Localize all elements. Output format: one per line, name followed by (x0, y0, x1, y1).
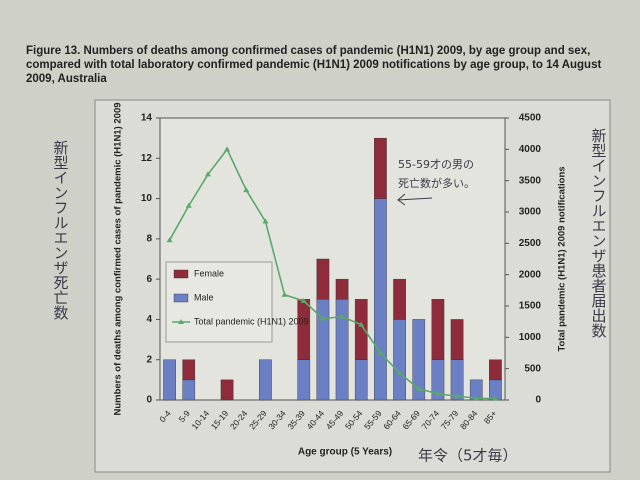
annotation: 55-59才の男の (398, 157, 474, 171)
legend-label: Total pandemic (H1N1) 2009 (194, 316, 309, 326)
y2-tick-label: 500 (524, 363, 541, 374)
bar (354, 359, 368, 401)
y-tick-label: 12 (141, 153, 153, 164)
y-tick-label: 10 (141, 193, 153, 204)
y-tick-label: 0 (146, 395, 152, 406)
line-marker (415, 385, 422, 391)
bar (220, 379, 234, 401)
x-axis-label: Age group (5 Years) (298, 447, 392, 458)
line-marker (454, 393, 461, 399)
line-marker (166, 237, 173, 243)
line-marker (319, 315, 326, 321)
y2-tick-label: 4500 (519, 113, 542, 124)
legend-swatch (173, 269, 189, 279)
line-marker (185, 202, 192, 208)
bar (182, 379, 196, 401)
legend-swatch (178, 319, 184, 324)
y-tick-label: 4 (146, 314, 152, 325)
y2-tick-label: 2000 (519, 269, 542, 280)
legend-label: Male (194, 292, 214, 302)
y-tick-label: 6 (146, 274, 152, 285)
y2-tick-label: 0 (535, 395, 541, 406)
annotation: 年令（5才毎） (418, 447, 518, 465)
legend-label: Female (194, 268, 224, 278)
line-marker (492, 395, 499, 401)
line-marker (224, 146, 231, 152)
annotation: 新型インフルエンザ患者届出数 (590, 128, 608, 338)
y2-tick-label: 1500 (519, 301, 542, 312)
line-marker (300, 297, 307, 303)
bar (259, 359, 272, 401)
bar (354, 299, 368, 360)
bar (393, 319, 406, 401)
chart-title: Figure 13. Numbers of deaths among confi… (26, 45, 602, 85)
bar (335, 278, 349, 300)
line (168, 147, 496, 400)
bar (412, 319, 426, 401)
bar (297, 299, 311, 360)
y2-tick-label: 3500 (519, 175, 542, 186)
line-marker (262, 218, 269, 224)
y2-tick-label: 3000 (519, 207, 542, 218)
y-tick-label: 14 (141, 113, 153, 124)
bar (182, 359, 196, 381)
annotation: 死亡数が多い。 (398, 176, 475, 190)
line-marker (473, 395, 480, 401)
y2-tick-label: 4000 (519, 144, 542, 155)
y2-axis-label: Total pandemic (H1N1) 2009 notifications (557, 166, 568, 351)
bar (163, 359, 176, 401)
bar (489, 359, 502, 381)
bar (431, 299, 445, 360)
annotation: 新型インフルエンザ死亡数 (52, 140, 70, 320)
y2-tick-label: 2500 (519, 238, 542, 249)
bar (374, 137, 387, 199)
line-marker (358, 321, 365, 327)
line-marker (281, 291, 288, 297)
bar (374, 198, 387, 401)
line-marker (243, 187, 250, 193)
legend-swatch (173, 293, 189, 303)
line-marker (204, 171, 211, 177)
bar (450, 319, 464, 360)
plot-area (159, 117, 506, 401)
y-tick-label: 8 (146, 233, 152, 244)
y2-tick-label: 1000 (519, 332, 542, 343)
line-marker (377, 350, 384, 355)
line-marker (339, 313, 346, 319)
y-tick-label: 2 (146, 354, 152, 365)
y-axis-label: Numbers of deaths among confirmed cases … (113, 102, 124, 415)
line-marker (396, 370, 403, 376)
line-marker (434, 390, 441, 396)
bar (297, 359, 311, 401)
annotation-arrow (397, 193, 433, 206)
bar (316, 258, 330, 300)
bar (393, 278, 406, 320)
